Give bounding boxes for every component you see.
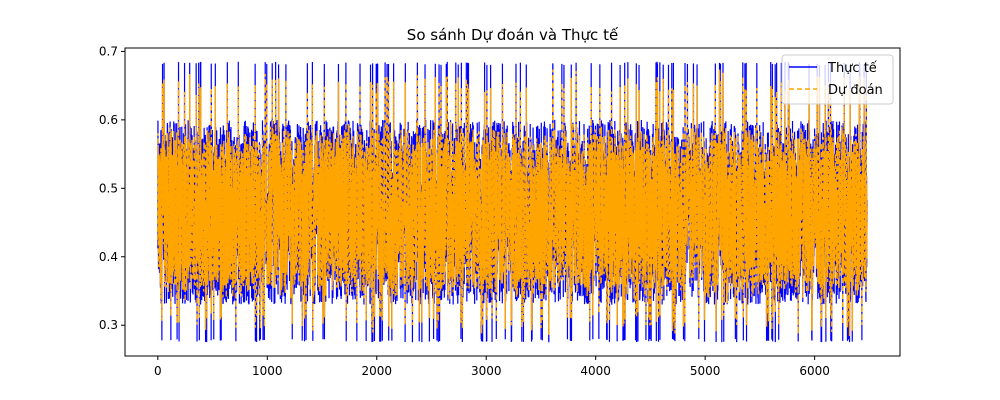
x-tick-label: 4000 bbox=[580, 364, 611, 378]
x-tick-label: 0 bbox=[154, 364, 162, 378]
x-tick-label: 3000 bbox=[471, 364, 502, 378]
x-tick-label: 1000 bbox=[252, 364, 283, 378]
series-layer bbox=[157, 61, 868, 343]
y-tick-label: 0.6 bbox=[99, 113, 118, 127]
y-tick-label: 0.4 bbox=[99, 250, 118, 264]
legend-label-du-doan: Dự đoán bbox=[828, 83, 883, 98]
x-tick-label: 5000 bbox=[690, 364, 721, 378]
x-tick-label: 6000 bbox=[799, 364, 830, 378]
x-axis: 0 1000 2000 3000 4000 5000 6000 bbox=[154, 356, 830, 378]
legend: Thực tế Dự đoán bbox=[781, 54, 894, 105]
y-axis: 0.3 0.4 0.5 0.6 0.7 bbox=[99, 44, 125, 332]
y-tick-label: 0.5 bbox=[99, 181, 118, 195]
axes-frame bbox=[124, 47, 901, 357]
y-tick-label: 0.3 bbox=[99, 318, 118, 332]
plot-area bbox=[124, 47, 901, 357]
x-tick-label: 2000 bbox=[361, 364, 392, 378]
legend-label-thuc-te: Thực tế bbox=[827, 61, 877, 76]
series-line-du-doan bbox=[157, 69, 868, 337]
chart-title: So sánh Dự đoán và Thực tế bbox=[407, 26, 619, 44]
y-tick-label: 0.7 bbox=[99, 44, 118, 58]
